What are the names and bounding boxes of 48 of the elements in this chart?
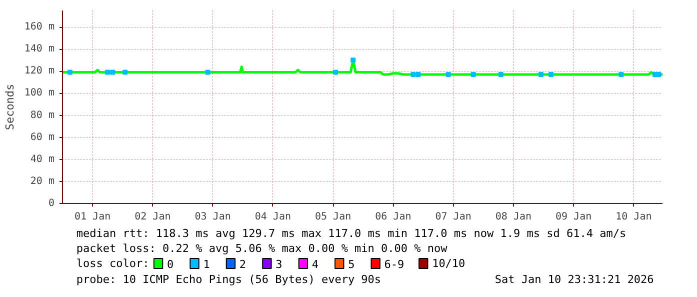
point [548,72,554,77]
text: probe: 10 ICMP Echo Pings (56 Bytes) every 90s [76,273,382,286]
x-tick-label: 02 Jan [134,212,171,222]
legend-label: 4 [312,258,319,271]
x-tick-label: 10 Jan [616,212,652,222]
x-tick-label: 07 Jan [435,212,472,222]
point [333,70,338,75]
x-tick-label: 06 Jan [375,212,412,222]
legend-label: 10/10 [432,257,466,270]
y-axis-title: Seconds [3,84,16,130]
text: packet loss: 0.22 % avg 5.06 % max 0.00 % min 0.00 % now [76,242,448,255]
point [416,72,421,77]
point [538,72,544,77]
y-tick-label: 160 m [24,22,55,33]
y-tick-label: 120 m [24,66,55,77]
x-tick-label: 09 Jan [556,212,592,222]
point [205,70,210,75]
y-tick-label: 80 m [30,110,55,121]
y-tick-label: 40 m [30,154,55,165]
legend-label: 6-9 [384,258,404,271]
x-tick-label: 08 Jan [495,212,532,222]
point [350,58,356,63]
point [446,72,451,77]
point [410,72,416,77]
text: Sat Jan 10 23:31:21 2026 [494,273,654,286]
legend-label: 0 [166,258,174,271]
legend-label: 1 [203,258,210,271]
x-tick-label: 04 Jan [254,212,291,222]
point [68,70,73,75]
legend-title: loss color: [76,257,150,270]
y-tick-label: 20 m [30,176,55,187]
point [618,72,624,77]
y-tick-label: 60 m [30,132,55,143]
legend-label: 3 [276,258,282,271]
x-tick-label: 05 Jan [315,212,352,222]
y-tick-label: 100 m [24,88,55,99]
point [470,72,476,77]
x-tick-label: 01 Jan [74,212,111,222]
legend-label: 5 [348,258,355,271]
point [498,72,504,77]
y-tick-label: 140 m [24,44,55,55]
y-tick-label: 0 [48,198,55,209]
point [105,70,110,75]
point [122,70,128,75]
x-tick-label: 03 Jan [194,212,231,222]
legend-label: 2 [239,258,246,271]
point [110,70,116,75]
text: median rtt: 118.3 ms avg 129.7 ms max 117.0 ms min 117.0 ms now 1.9 ms sd 61.4 am/s [76,227,626,240]
